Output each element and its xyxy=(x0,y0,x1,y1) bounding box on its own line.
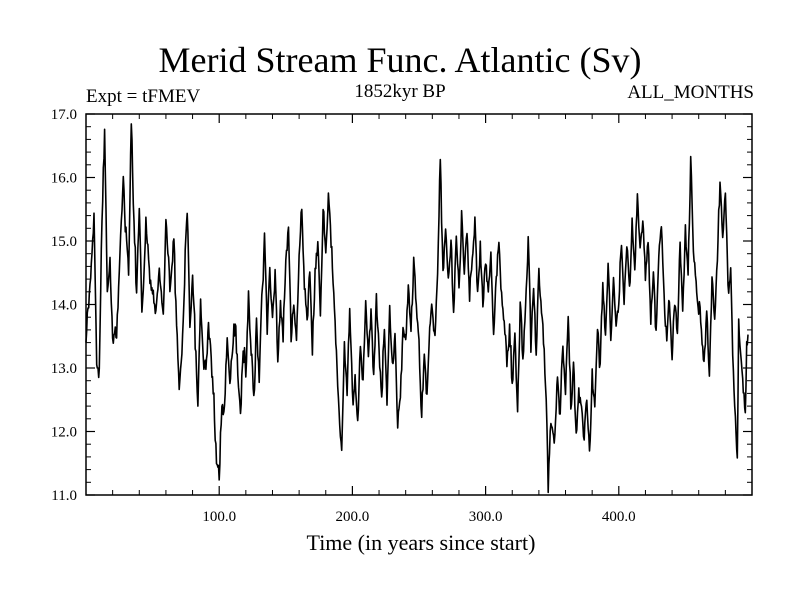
period-label: 1852kyr BP xyxy=(354,81,446,102)
y-tick-label: 14.0 xyxy=(51,298,77,314)
x-tick-label: 200.0 xyxy=(336,509,370,525)
y-tick-label: 13.0 xyxy=(51,361,77,377)
series-line xyxy=(85,123,749,494)
y-tick-label: 15.0 xyxy=(51,234,77,250)
y-tick-label: 11.0 xyxy=(51,488,77,504)
x-tick-label: 300.0 xyxy=(469,509,503,525)
y-tick-label: 12.0 xyxy=(51,425,77,441)
months-label: ALL_MONTHS xyxy=(627,82,754,103)
y-tick-label: 17.0 xyxy=(51,107,77,123)
x-axis-label: Time (in years since start) xyxy=(306,530,536,555)
x-tick-label: 100.0 xyxy=(202,509,236,525)
plot-frame xyxy=(85,113,753,496)
tick-labels: 100.0 200.0 300.0 400.0 11.0 12.0 13.0 14.0 15.0… xyxy=(51,107,636,525)
experiment-label: Expt = tFMEV xyxy=(86,86,201,107)
chart-title: Merid Stream Func. Atlantic (Sv) xyxy=(158,40,642,80)
axis-ticks xyxy=(86,113,752,496)
y-tick-label: 16.0 xyxy=(51,171,77,187)
x-tick-label: 400.0 xyxy=(602,509,636,525)
